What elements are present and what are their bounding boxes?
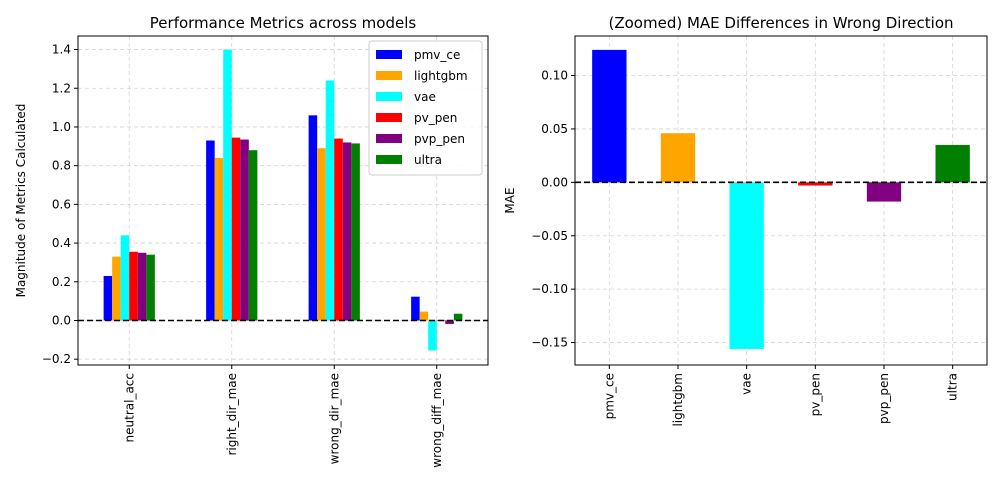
legend-swatch: [376, 92, 402, 101]
bar: [206, 140, 215, 321]
x-tick-label: pvp_pen: [877, 373, 891, 424]
x-tick-label: neutral_acc: [122, 373, 136, 442]
y-tick-label: −0.10: [531, 282, 568, 296]
bar: [935, 144, 970, 183]
bar: [214, 157, 224, 321]
x-tick-label: pmv_ce: [602, 373, 616, 419]
bar: [129, 251, 138, 321]
left-chart-panel: −0.2 0.0 0.2 0.4 0.6 0.8 1.0 1.2 1.4 neutral_acc r…: [14, 14, 489, 468]
chart-title: Performance Metrics across models: [150, 14, 417, 32]
legend-label: vae: [414, 90, 436, 104]
legend-swatch: [376, 50, 402, 59]
y-tick-label: 1.0: [52, 120, 71, 134]
bar: [798, 182, 833, 186]
legend-label: pv_pen: [414, 111, 457, 125]
legend-label: pvp_pen: [414, 132, 465, 146]
y-tick-label: −0.15: [531, 336, 568, 350]
legend-swatch: [376, 71, 402, 80]
bar: [411, 296, 420, 321]
legend-label: lightgbm: [414, 69, 468, 83]
legend-label: ultra: [414, 153, 442, 167]
y-tick-label: 0.10: [541, 69, 568, 83]
bar: [419, 311, 429, 321]
y-axis-label: MAE: [503, 187, 517, 213]
bar: [866, 182, 902, 202]
x-tick-label: right_dir_mae: [225, 373, 239, 456]
bar: [137, 252, 147, 321]
y-tick-label: 0.00: [541, 175, 568, 189]
y-tick-label: 0.8: [52, 159, 71, 173]
x-tick-label: vae: [740, 373, 754, 395]
y-tick-label: −0.05: [531, 229, 568, 243]
bar: [729, 182, 764, 349]
chart-title: (Zoomed) MAE Differences in Wrong Direct…: [609, 14, 954, 32]
bar: [351, 143, 360, 321]
right-chart-panel: −0.15 −0.10 −0.05 0.00 0.05 0.10 pmv_ce lightgb…: [503, 14, 988, 427]
bar: [445, 320, 454, 324]
bar: [248, 150, 258, 321]
y-tick-label: 0.05: [541, 122, 568, 136]
x-tick-label: wrong_diff_mae: [430, 373, 444, 468]
y-tick-label: 0.2: [52, 275, 71, 289]
y-tick-label: 0.6: [52, 197, 71, 211]
x-tick-label: ultra: [946, 373, 960, 401]
x-tick-label: pv_pen: [808, 373, 822, 416]
legend-swatch: [376, 134, 402, 143]
y-tick-label: 1.4: [52, 43, 71, 57]
bar: [120, 235, 130, 321]
x-tick-label: lightgbm: [671, 373, 685, 427]
bar: [231, 137, 241, 321]
bar: [112, 256, 121, 321]
bar: [334, 138, 343, 321]
y-tick-label: 0.4: [52, 236, 71, 250]
legend-label: pmv_ce: [414, 48, 460, 62]
y-tick-label: 0.0: [52, 313, 71, 327]
plot-frame: [77, 35, 489, 366]
bar: [146, 254, 155, 321]
legend-swatch: [376, 155, 402, 164]
bar: [428, 320, 437, 351]
bar: [223, 49, 232, 321]
y-tick-label: −0.2: [42, 352, 71, 366]
bar: [592, 49, 627, 183]
plot-frame: [574, 35, 988, 366]
bar: [660, 133, 696, 183]
y-axis-label: Magnitude of Metrics Calculated: [14, 104, 28, 298]
bar: [308, 115, 318, 321]
legend-swatch: [376, 113, 402, 122]
bar: [103, 275, 113, 321]
bar: [453, 313, 463, 321]
bar: [342, 142, 352, 321]
bar: [317, 148, 326, 321]
y-tick-label: 1.2: [52, 81, 71, 95]
bar: [240, 139, 249, 321]
bar: [325, 80, 335, 321]
x-tick-label: wrong_dir_mae: [327, 373, 341, 464]
